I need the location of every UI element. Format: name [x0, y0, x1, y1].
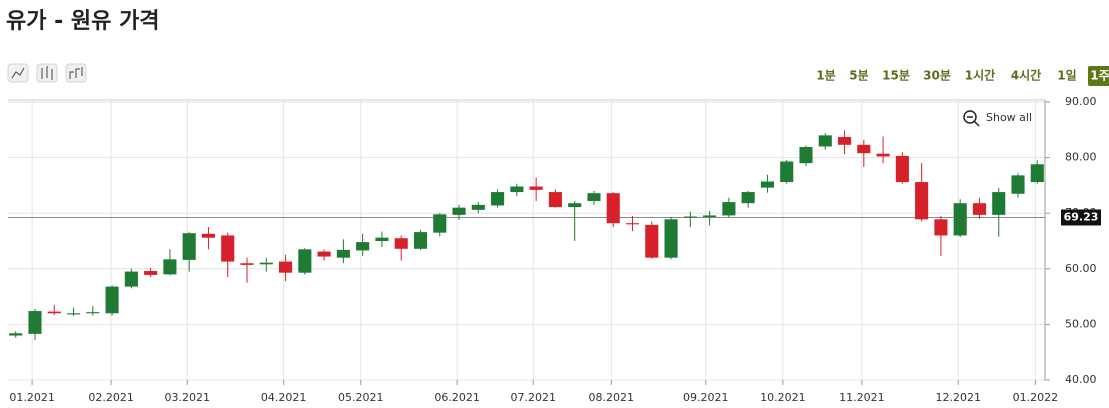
- y-tick-label: 80.00: [1065, 151, 1097, 164]
- candle-body: [703, 215, 717, 218]
- x-tick-label: 09.2021: [683, 391, 729, 404]
- candle-body: [1030, 164, 1044, 183]
- x-tick-label: 07.2021: [510, 391, 556, 404]
- candle-body: [568, 203, 582, 208]
- candle-body: [780, 161, 794, 183]
- last-price-box: [1061, 209, 1101, 226]
- candle-body: [510, 186, 524, 193]
- x-tick-label: 08.2021: [589, 391, 635, 404]
- candle-body: [124, 271, 138, 287]
- candle-body: [433, 214, 447, 233]
- x-tick-label: 03.2021: [165, 391, 211, 404]
- candle-body: [645, 224, 659, 258]
- y-tick-label: 50.00: [1065, 317, 1097, 330]
- show-all-label[interactable]: Show all: [986, 111, 1032, 124]
- candle-body: [201, 233, 216, 238]
- timeframe-button[interactable]: 4시간: [1011, 68, 1041, 83]
- candle-body: [375, 237, 389, 241]
- candle-body: [529, 186, 543, 190]
- candle-body: [221, 235, 235, 262]
- timeframe-button[interactable]: 1주: [1090, 69, 1109, 83]
- timeframes: 1분 5분 15분 30분 1시간 4시간 1일 1주: [816, 66, 1109, 86]
- candle-body: [144, 271, 158, 275]
- candle-body: [722, 202, 736, 216]
- plot: 40.0050.0060.0070.0080.0090.0001.202102.…: [8, 95, 1101, 404]
- candle-body: [394, 238, 408, 249]
- x-tick-label: 04.2021: [261, 391, 307, 404]
- candle-body: [279, 261, 293, 273]
- candle-body: [972, 203, 987, 215]
- candle-body: [66, 313, 81, 315]
- y-tick-label: 90.00: [1065, 95, 1097, 108]
- last-price-label: 69.23: [1064, 210, 1099, 223]
- line-icon: [11, 67, 25, 79]
- candle-body: [760, 181, 774, 188]
- candle-body: [548, 192, 562, 208]
- candle-body: [857, 144, 871, 154]
- bar-icon: [69, 67, 83, 79]
- x-tick-label: 12.2021: [936, 391, 982, 404]
- candle-icon: [41, 66, 53, 80]
- candle-body: [105, 286, 119, 314]
- candle-body: [664, 219, 678, 258]
- candle-body: [491, 192, 505, 206]
- timeframe-button[interactable]: 1일: [1057, 69, 1076, 83]
- candle-body: [915, 182, 929, 220]
- candle-body: [625, 223, 640, 225]
- candle-body: [356, 242, 370, 251]
- zoom-icon-handle: [973, 120, 980, 127]
- candle-body: [163, 259, 177, 275]
- x-tick-label: 10.2021: [760, 391, 806, 404]
- timeframe-button[interactable]: 1분: [816, 69, 835, 83]
- timeframe-button[interactable]: 5분: [849, 69, 868, 83]
- candle-body: [837, 137, 852, 145]
- zoom-icon: [963, 110, 977, 124]
- candle-body: [47, 311, 61, 314]
- y-tick-label: 40.00: [1065, 373, 1097, 386]
- show-all-button[interactable]: Show all: [963, 110, 1032, 127]
- candle-body: [240, 263, 254, 265]
- timeframe-active-bg: [1088, 66, 1109, 86]
- candle-body: [799, 147, 813, 164]
- candle-body: [471, 204, 485, 210]
- candle-body: [895, 155, 909, 183]
- candle-body: [182, 233, 196, 260]
- x-tick-label: 05.2021: [338, 391, 384, 404]
- candle-body: [317, 251, 331, 257]
- candle-body: [587, 193, 601, 201]
- candle-body: [413, 232, 428, 249]
- candle-body: [953, 203, 967, 236]
- candle-body: [9, 333, 23, 336]
- candle-body: [1011, 175, 1025, 194]
- x-tick-label: 11.2021: [839, 391, 885, 404]
- candle-body: [683, 216, 697, 218]
- timeframe-button[interactable]: 1시간: [965, 68, 995, 83]
- x-tick-label: 02.2021: [88, 391, 134, 404]
- candle-body: [606, 193, 620, 224]
- timeframe-button[interactable]: 30분: [923, 69, 951, 83]
- candle-body: [28, 311, 42, 334]
- candle-body: [298, 249, 312, 273]
- candle-body: [876, 153, 890, 157]
- candle-body: [741, 192, 755, 204]
- candle-body: [336, 249, 350, 258]
- candle-body: [259, 262, 273, 265]
- candle-body: [452, 207, 466, 215]
- candle-body: [934, 219, 948, 236]
- candle-body: [86, 312, 100, 314]
- y-tick-label: 60.00: [1065, 262, 1097, 275]
- candle-body: [818, 135, 832, 147]
- timeframe-button[interactable]: 15분: [882, 69, 910, 83]
- x-tick-label: 01.2021: [9, 391, 55, 404]
- candle-body: [992, 192, 1006, 215]
- x-tick-label: 06.2021: [434, 391, 480, 404]
- chart-tools[interactable]: [7, 63, 87, 83]
- x-tick-label: 01.2022: [1013, 391, 1059, 404]
- page-title: 유가 - 원유 가격: [6, 9, 160, 34]
